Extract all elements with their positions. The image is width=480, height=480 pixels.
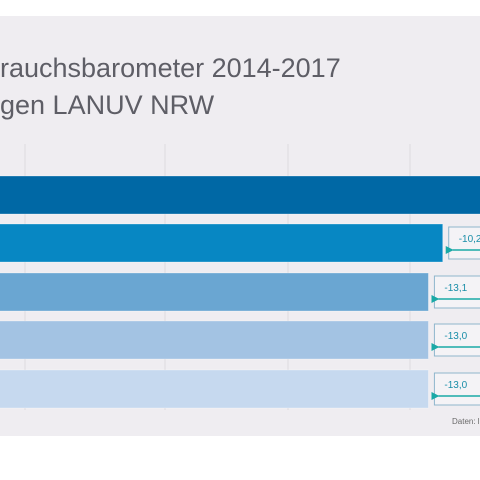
chart-title-line-2: gen LANUV NRW <box>0 90 215 120</box>
reduction-label-4: -13,0 <box>444 331 467 342</box>
bar-2 <box>0 223 444 263</box>
source-note: Daten: l <box>452 417 480 426</box>
bar-1 <box>0 175 480 215</box>
bar-chart: -10,2 -13,1 -13,0 -13,0 <box>0 144 480 410</box>
reduction-box-4 <box>433 323 480 357</box>
reduction-box-5 <box>433 372 480 406</box>
reduction-label-5: -13,0 <box>444 380 467 391</box>
bar-3 <box>0 272 429 312</box>
chart-title-line-1: rauchsbarometer 2014-2017 <box>0 53 341 83</box>
reduction-box-2 <box>448 226 480 260</box>
reduction-label-2: -10,2 <box>459 234 480 245</box>
chart-card: rauchsbarometer 2014-2017 gen LANUV NRW … <box>0 16 480 436</box>
reduction-label-3: -13,1 <box>444 283 467 294</box>
reduction-box-3 <box>433 275 480 309</box>
bar-5 <box>0 369 429 409</box>
bar-4 <box>0 320 429 360</box>
